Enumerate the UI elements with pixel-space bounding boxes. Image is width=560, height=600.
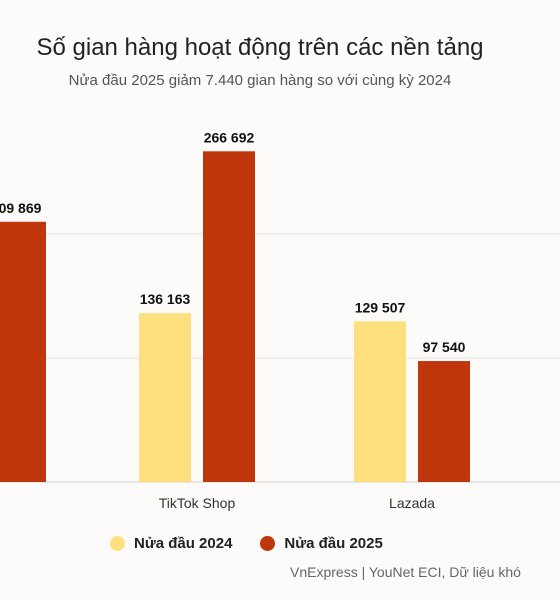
legend-label-2024: Nửa đầu 2024 xyxy=(134,535,233,552)
legend: Nửa đầu 2024 Nửa đầu 2025 xyxy=(110,535,383,552)
bar-2025-2[interactable] xyxy=(418,361,470,482)
x-tick-label: Lazada xyxy=(389,495,435,511)
data-label: 97 540 xyxy=(423,339,466,355)
legend-item-2024[interactable]: Nửa đầu 2024 xyxy=(110,535,232,552)
bar-2025-1[interactable] xyxy=(203,151,255,482)
data-label: 136 163 xyxy=(140,291,191,307)
data-label: 266 692 xyxy=(204,129,255,145)
chart-subtitle: Nửa đầu 2025 giảm 7.440 gian hàng so với… xyxy=(68,72,452,89)
legend-item-2025[interactable]: Nửa đầu 2025 xyxy=(260,535,383,552)
x-tick-label: TikTok Shop xyxy=(159,495,236,511)
bar-2024-1[interactable] xyxy=(139,313,191,482)
chart-title: Số gian hàng hoạt động trên các nền tảng xyxy=(36,34,484,61)
data-label: 129 507 xyxy=(355,299,406,315)
legend-swatch-2024 xyxy=(110,536,125,551)
legend-label-2025: Nửa đầu 2025 xyxy=(284,535,383,552)
source-note: VnExpress | YouNet ECI, Dữ liệu khó xyxy=(290,564,521,580)
bar-2025-0[interactable] xyxy=(0,221,46,482)
data-label: 09 869 xyxy=(0,200,42,216)
legend-swatch-2025 xyxy=(260,536,276,551)
bar-2024-2[interactable] xyxy=(354,321,406,482)
